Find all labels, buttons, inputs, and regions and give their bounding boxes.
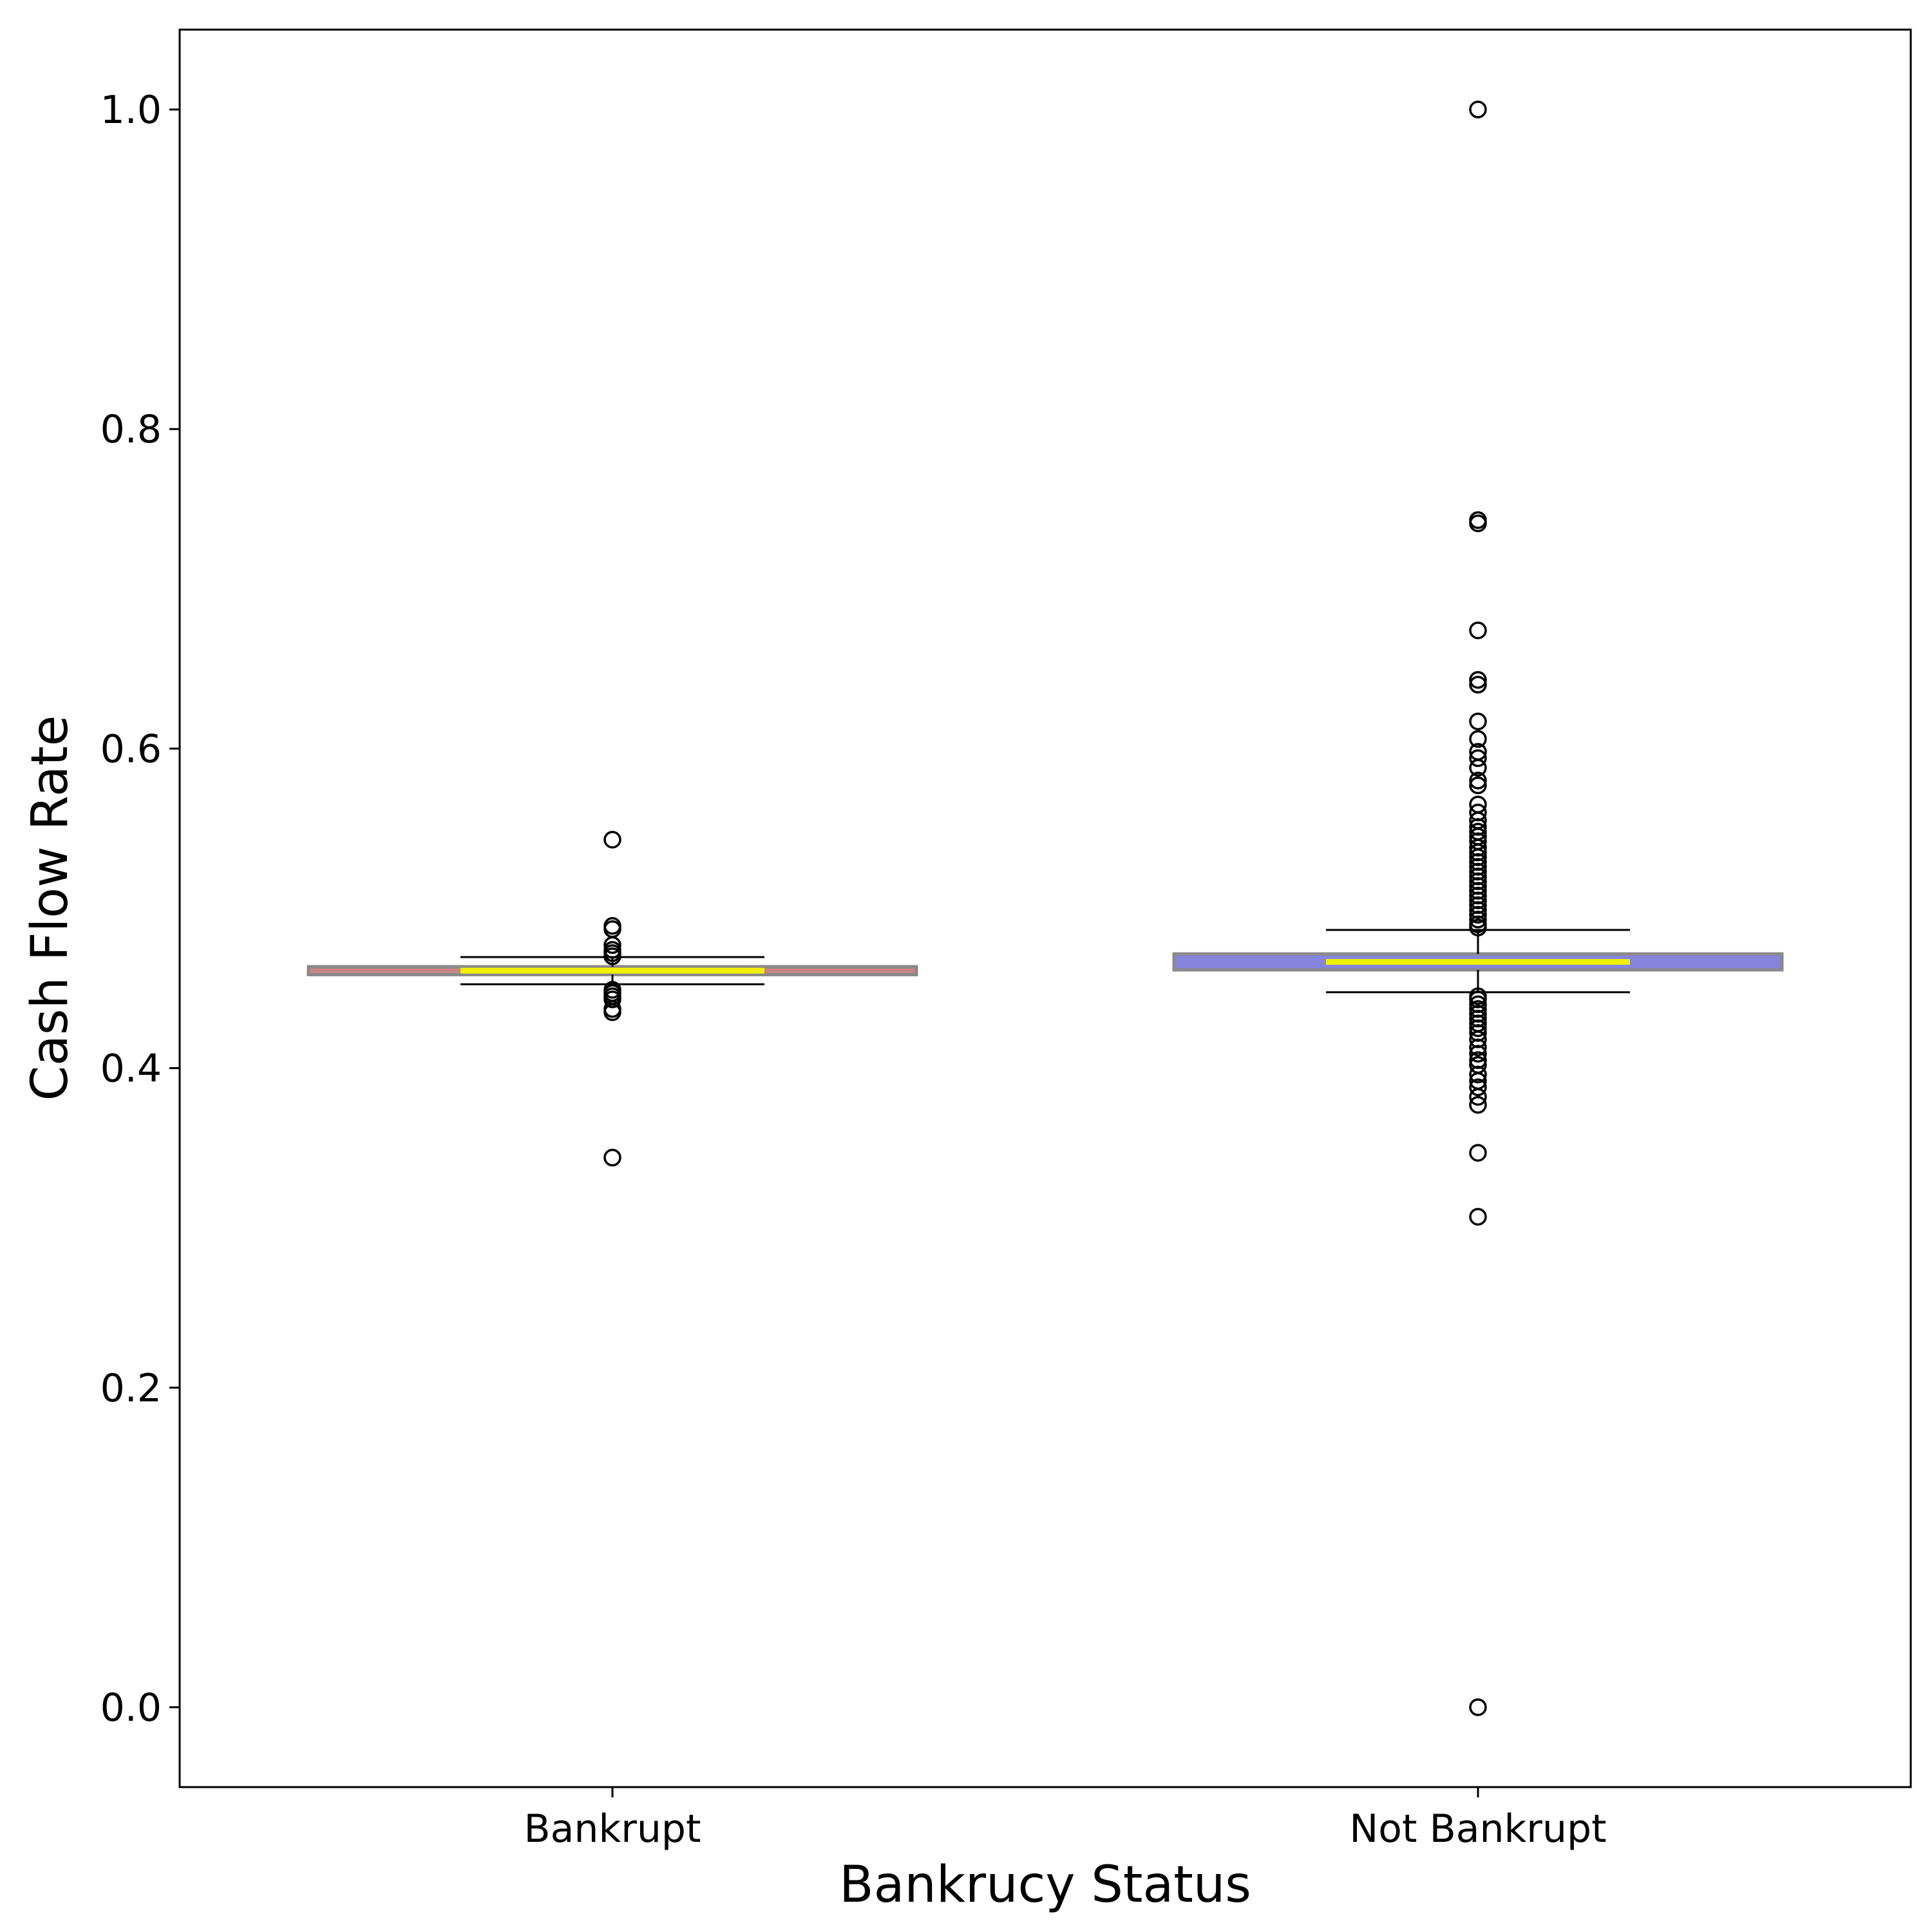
box-group-bankrupt bbox=[307, 831, 918, 1167]
outlier-point bbox=[1469, 918, 1487, 937]
outlier-point bbox=[1469, 1095, 1487, 1114]
outlier-point bbox=[1469, 514, 1487, 533]
outlier-point bbox=[603, 1148, 621, 1167]
outlier-point bbox=[1469, 905, 1487, 924]
y-tick-label: 0.0 bbox=[100, 1685, 162, 1730]
plot-frame bbox=[178, 28, 1912, 1788]
outlier-point bbox=[1469, 100, 1487, 118]
outlier-point bbox=[1469, 1045, 1487, 1063]
y-axis-title: Cash Flow Rate bbox=[21, 715, 79, 1101]
outlier-point bbox=[603, 947, 621, 965]
y-tick-label: 1.0 bbox=[100, 88, 162, 133]
outlier-point bbox=[603, 831, 621, 849]
outlier-point bbox=[1469, 776, 1487, 795]
outlier-point bbox=[1469, 1019, 1487, 1037]
outlier-point bbox=[603, 1003, 621, 1021]
outlier-point bbox=[1469, 911, 1487, 929]
outlier-point bbox=[603, 990, 621, 1009]
outlier-point bbox=[1469, 772, 1487, 790]
y-tick-label: 0.2 bbox=[100, 1366, 162, 1411]
y-tick-label: 0.8 bbox=[100, 407, 162, 452]
outlier-point bbox=[1469, 621, 1487, 639]
axes: 0.0 0.2 0.4 0.6 0.8 1.0 Bankrupt Not Bankrupt bbox=[100, 88, 1607, 1852]
x-tick-label: Bankrupt bbox=[524, 1806, 701, 1852]
outlier-point bbox=[1469, 712, 1487, 730]
outlier-point bbox=[1469, 670, 1487, 689]
outlier-point bbox=[1469, 1208, 1487, 1226]
outlier-point bbox=[1469, 1078, 1487, 1097]
outlier-point bbox=[1469, 730, 1487, 748]
outlier-point bbox=[603, 936, 621, 954]
y-tick-label: 0.6 bbox=[100, 726, 162, 772]
outlier-point bbox=[1469, 1038, 1487, 1057]
y-tick-label: 0.4 bbox=[100, 1046, 162, 1092]
x-tick-label: Not Bankrupt bbox=[1349, 1806, 1606, 1852]
x-axis-title: Bankrucy Status bbox=[839, 1856, 1251, 1914]
outlier-point bbox=[1469, 749, 1487, 768]
outlier-point bbox=[1469, 1698, 1487, 1716]
box-group-not-bankrupt bbox=[1172, 100, 1784, 1716]
outlier-point bbox=[1469, 1088, 1487, 1106]
outlier-point bbox=[1469, 1144, 1487, 1162]
outlier-point bbox=[1469, 759, 1487, 777]
plot-area bbox=[307, 100, 1784, 1716]
outlier-point bbox=[1469, 676, 1487, 694]
outlier-point bbox=[1469, 1065, 1487, 1084]
